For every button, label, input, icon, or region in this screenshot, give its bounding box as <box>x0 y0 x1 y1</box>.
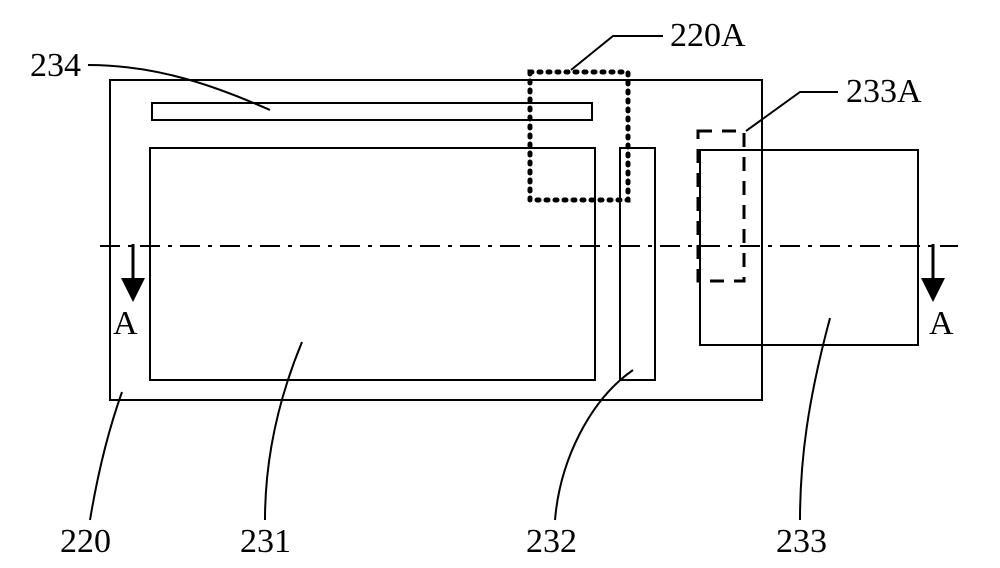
label-231: 231 <box>240 523 291 560</box>
section-label-left: A <box>113 305 138 342</box>
leader-233 <box>800 318 830 520</box>
dashed-box-233a <box>698 131 744 281</box>
leader-233A <box>746 92 838 131</box>
label-220: 220 <box>60 523 111 560</box>
section-label-right: A <box>929 305 954 342</box>
leader-231 <box>265 342 302 520</box>
diagram-canvas: A A 234 220A 233A 220 231 232 233 <box>0 0 1000 568</box>
label-232: 232 <box>526 523 577 560</box>
leader-lines: 234 220A 233A 220 231 232 233 <box>30 17 922 560</box>
leader-220A <box>571 36 663 70</box>
thin-rect <box>620 148 655 380</box>
label-220A: 220A <box>670 17 746 54</box>
leader-232 <box>555 370 633 520</box>
outer-body-rect <box>110 80 762 400</box>
right-rect <box>700 150 918 345</box>
top-bar-rect <box>152 103 592 120</box>
leader-220 <box>90 392 122 520</box>
label-234: 234 <box>30 47 81 84</box>
label-233: 233 <box>776 523 827 560</box>
dotted-box-220a <box>530 72 628 200</box>
label-233A: 233A <box>846 73 922 110</box>
